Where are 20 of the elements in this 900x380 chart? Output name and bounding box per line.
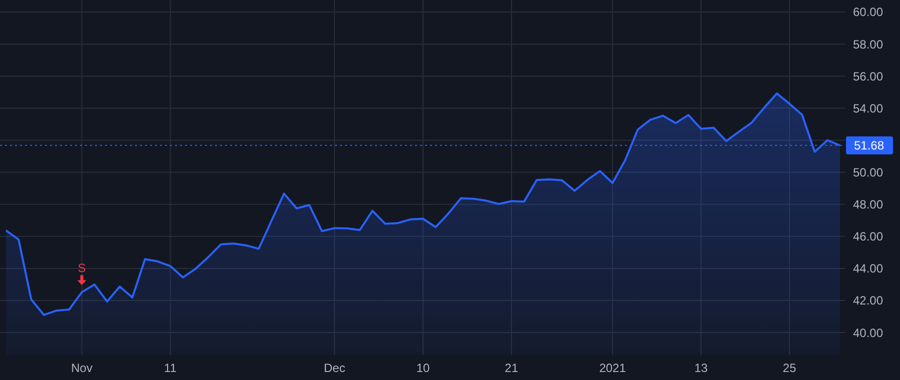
y-tick-label: 56.00 (852, 69, 884, 84)
y-tick-label: 48.00 (852, 198, 884, 212)
y-tick-label: 60.00 (852, 5, 884, 20)
ref-line-label: 51.68 (854, 138, 884, 153)
x-tick-label: Nov (71, 361, 92, 375)
y-tick-label: 54.00 (852, 101, 884, 116)
x-tick-label: 21 (504, 361, 518, 375)
y-tick-label: 40.00 (852, 326, 884, 340)
x-tick-label: Dec (324, 361, 346, 375)
y-tick-label: 50.00 (852, 165, 884, 180)
y-tick-label: 58.00 (852, 37, 884, 52)
x-tick-label: 13 (694, 361, 708, 375)
annotation: S (78, 261, 86, 276)
x-tick-label: 25 (782, 361, 796, 375)
y-tick-label: 46.00 (852, 230, 884, 244)
x-tick-label: 2021 (599, 361, 626, 375)
y-tick-label: 42.00 (852, 294, 884, 308)
x-tick-label: 11 (164, 361, 177, 375)
x-tick-label: 10 (416, 361, 430, 375)
y-tick-label: 44.00 (852, 262, 884, 276)
